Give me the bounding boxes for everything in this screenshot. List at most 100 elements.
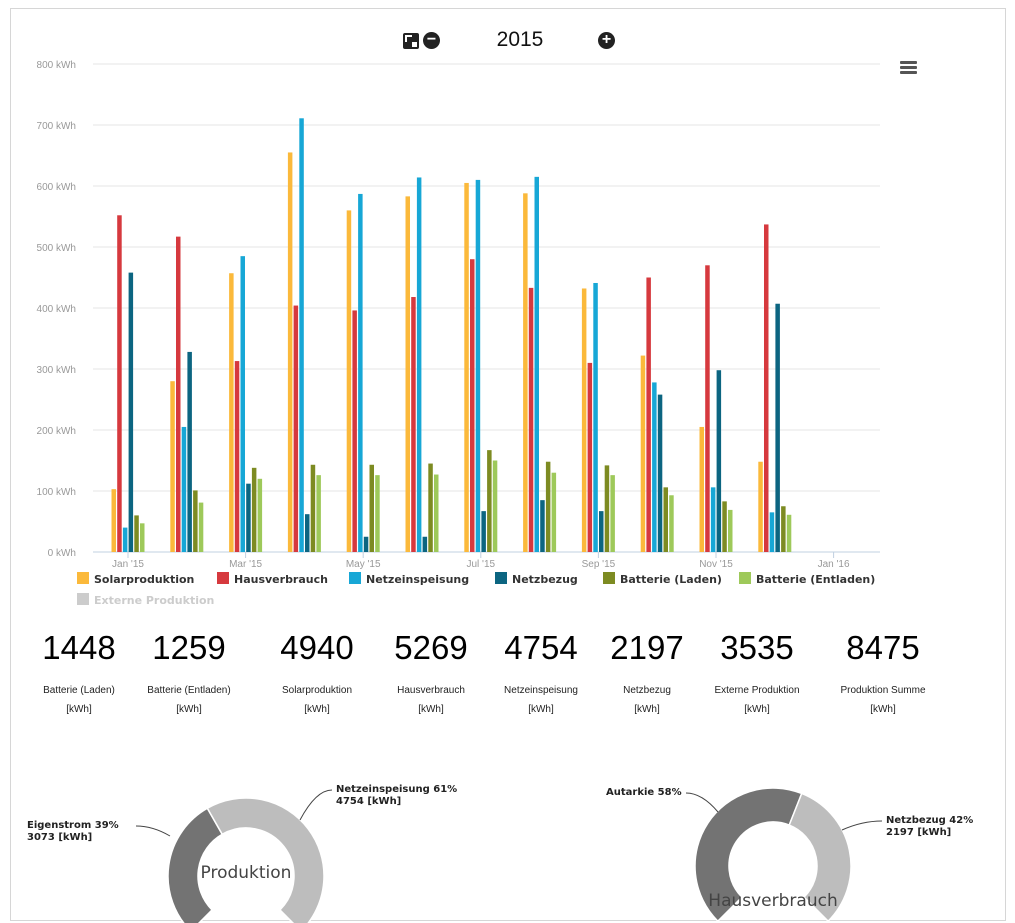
bar-batterie-entladen[interactable] [375,475,380,552]
bar-hausverbrauch[interactable] [176,236,181,552]
donut-charts [135,787,883,923]
bar-netzeinspeisung[interactable] [593,282,598,552]
bar-batterie-laden[interactable] [545,461,551,552]
donut-slice[interactable] [788,792,852,923]
legend-swatch [217,572,229,584]
bar-batterie-laden[interactable] [428,463,433,552]
bar-batterie-entladen[interactable] [140,523,145,552]
bar-solarproduktion[interactable] [581,288,587,552]
legend-item[interactable]: Netzeinspeisung [349,572,469,586]
bar-batterie-entladen[interactable] [728,509,733,552]
stat-value: 8475 [846,629,920,666]
y-tick-label: 600 kWh [37,182,76,193]
bar-hausverbrauch[interactable] [352,310,357,552]
bar-batterie-laden[interactable] [604,465,610,552]
bar-netzbezug[interactable] [716,370,722,552]
bar-netzbezug[interactable] [599,511,604,552]
bar-batterie-laden[interactable] [369,464,375,552]
bar-hausverbrauch[interactable] [587,362,593,552]
y-tick-label: 200 kWh [37,426,76,437]
bar-batterie-laden[interactable] [310,464,316,552]
bar-solarproduktion[interactable] [170,381,175,552]
bar-netzbezug[interactable] [775,303,780,552]
bar-netzbezug[interactable] [305,514,310,552]
chart-menu-icon[interactable] [900,61,917,75]
previous-year-button[interactable]: − [423,31,440,49]
stat-label: Produktion Summe [840,685,926,696]
bar-batterie-laden[interactable] [781,506,786,552]
bar-netzeinspeisung[interactable] [534,176,540,552]
bar-hausverbrauch[interactable] [411,297,416,552]
bar-batterie-laden[interactable] [193,490,198,552]
bar-netzeinspeisung[interactable] [475,179,481,552]
bar-batterie-laden[interactable] [722,501,727,552]
bar-batterie-entladen[interactable] [198,502,204,552]
bar-solarproduktion[interactable] [346,210,352,552]
bar-hausverbrauch[interactable] [764,224,769,552]
bar-netzbezug[interactable] [422,536,428,552]
bar-netzbezug[interactable] [246,483,251,552]
x-tick-label: Sep '15 [582,559,616,570]
bar-netzbezug[interactable] [363,536,369,552]
bar-netzeinspeisung[interactable] [122,527,128,552]
bar-netzeinspeisung[interactable] [710,487,716,552]
bar-solarproduktion[interactable] [758,461,763,552]
bar-netzeinspeisung[interactable] [652,382,657,552]
bar-batterie-entladen[interactable] [669,495,674,552]
bar-hausverbrauch[interactable] [234,361,240,552]
legend-item[interactable]: Batterie (Laden) [603,572,722,586]
stat-label: Netzeinspeisung [504,685,578,696]
bar-batterie-entladen[interactable] [786,514,792,552]
legend-swatch [603,572,615,584]
legend-item[interactable]: Solarproduktion [77,572,194,586]
bar-batterie-entladen[interactable] [551,472,557,552]
bar-netzbezug[interactable] [187,351,192,552]
x-tick-label: May '15 [346,559,381,570]
bar-solarproduktion[interactable] [229,273,234,552]
fullscreen-icon[interactable] [403,33,419,49]
stat-unit: [kWh] [870,704,896,715]
legend-item[interactable]: Hausverbrauch [217,572,328,586]
bar-netzeinspeisung[interactable] [240,256,246,552]
bar-netzbezug[interactable] [481,511,486,552]
bar-batterie-entladen[interactable] [257,478,263,552]
bar-netzeinspeisung[interactable] [299,118,304,552]
bar-solarproduktion[interactable] [405,196,411,552]
bar-batterie-laden[interactable] [134,515,139,552]
bar-netzeinspeisung[interactable] [769,512,775,552]
bar-batterie-laden[interactable] [487,450,492,552]
bar-solarproduktion[interactable] [640,355,646,552]
bar-solarproduktion[interactable] [464,182,469,552]
stat-block: 1448 Batterie (Laden) [kWh] [14,628,144,715]
bar-batterie-entladen[interactable] [434,474,439,552]
bar-netzbezug[interactable] [128,272,134,552]
bar-solarproduktion[interactable] [523,193,528,552]
minus-icon: − [426,31,437,48]
bar-hausverbrauch[interactable] [293,305,299,552]
bar-solarproduktion[interactable] [111,489,117,552]
legend-item-hidden[interactable]: Externe Produktion [77,593,214,607]
bar-hausverbrauch[interactable] [470,259,475,552]
bar-hausverbrauch[interactable] [117,215,122,552]
bar-solarproduktion[interactable] [287,152,293,552]
bar-netzeinspeisung[interactable] [416,177,422,552]
legend-item[interactable]: Netzbezug [495,572,578,586]
bar-solarproduktion[interactable] [699,426,705,552]
bar-netzbezug[interactable] [540,500,545,552]
bar-batterie-entladen[interactable] [492,460,498,553]
bar-batterie-entladen[interactable] [316,475,321,552]
bar-batterie-entladen[interactable] [610,475,615,552]
donut-slice[interactable] [694,787,803,923]
bar-netzeinspeisung[interactable] [181,426,187,552]
bar-hausverbrauch[interactable] [705,265,710,552]
bar-hausverbrauch[interactable] [528,287,534,552]
bar-netzbezug[interactable] [657,394,663,552]
bar-batterie-laden[interactable] [251,467,257,552]
donut-slice[interactable] [206,797,325,923]
bar-hausverbrauch[interactable] [646,277,651,553]
bar-batterie-laden[interactable] [663,487,669,552]
stat-label: Netzbezug [623,685,671,696]
bar-netzeinspeisung[interactable] [358,193,363,552]
next-year-button[interactable]: + [598,31,615,49]
legend-item[interactable]: Batterie (Entladen) [739,572,875,586]
